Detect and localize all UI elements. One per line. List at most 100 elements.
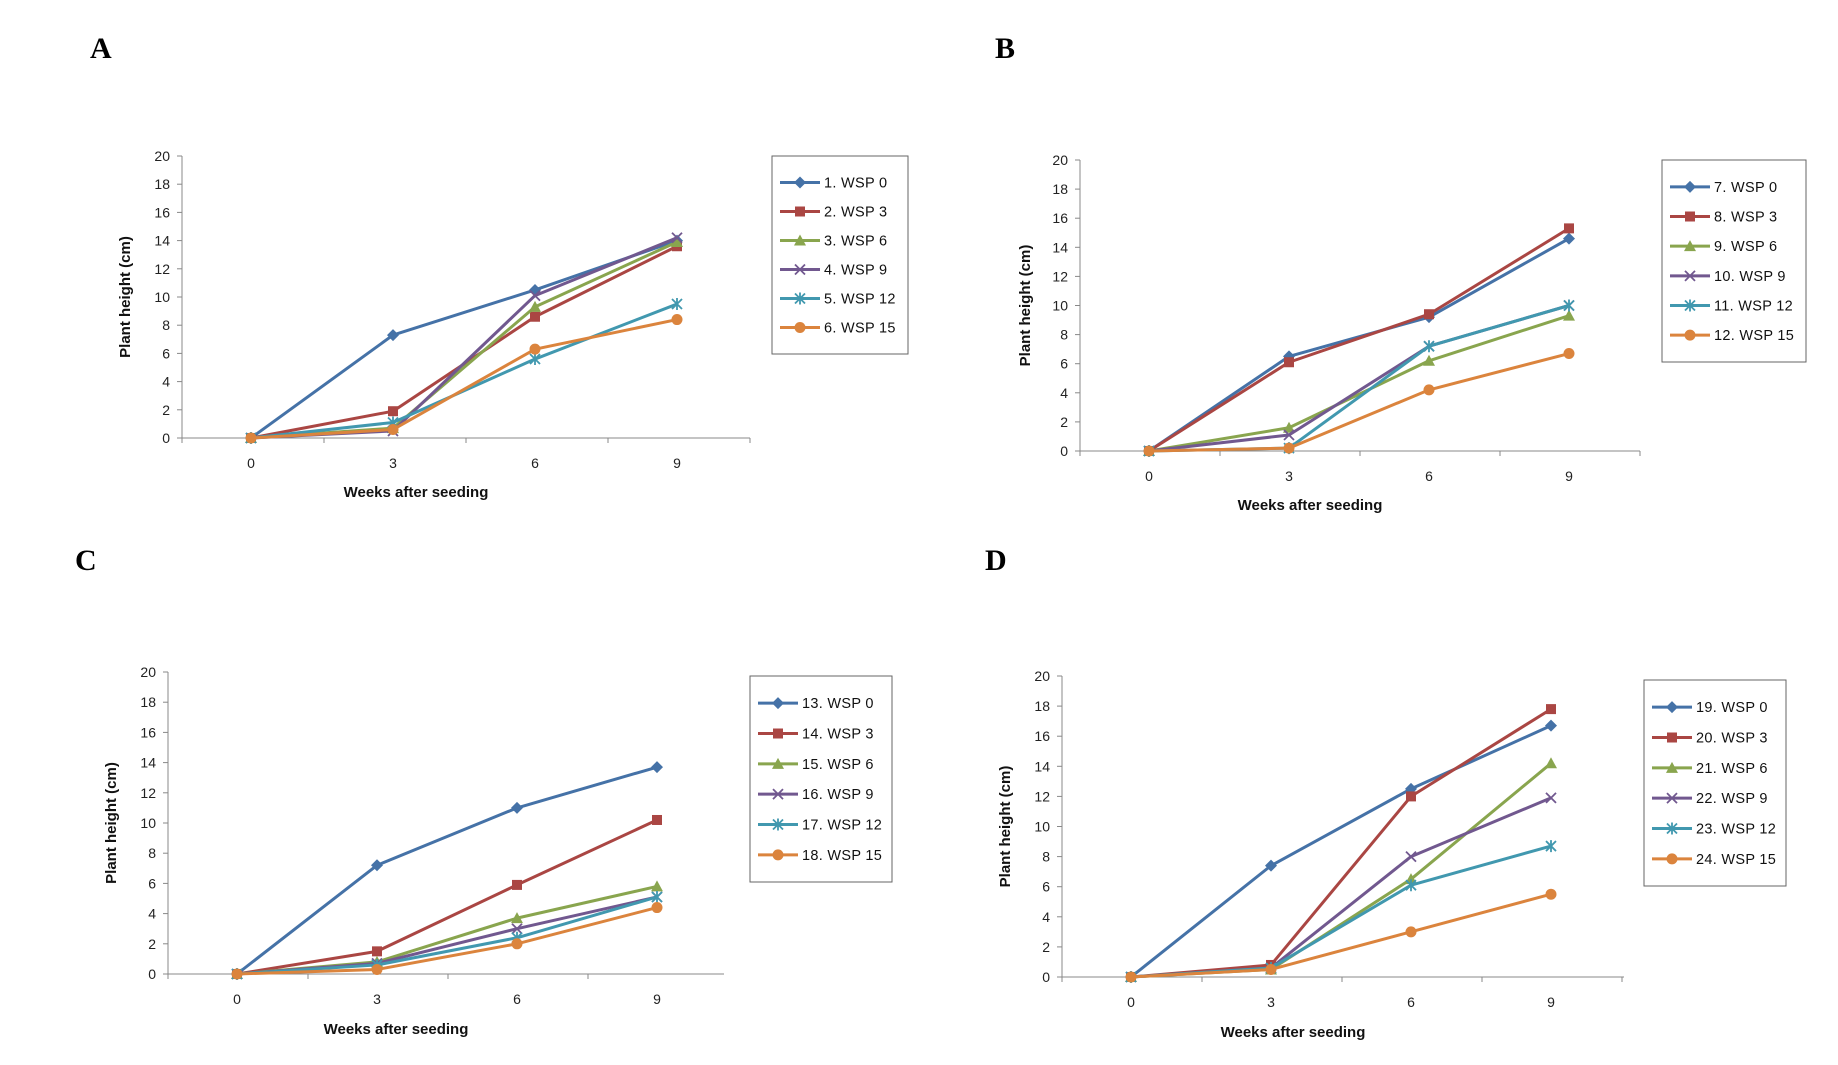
x-axis-label: Weeks after seeding bbox=[1238, 497, 1383, 514]
legend-entry: 8. WSP 3 bbox=[1714, 210, 1777, 226]
data-point bbox=[1545, 719, 1557, 732]
y-axis-label: Plant height (cm) bbox=[103, 762, 120, 884]
x-tick-label: 3 bbox=[389, 455, 397, 471]
y-tick-label: 18 bbox=[154, 176, 170, 192]
legend-swatch-marker bbox=[1685, 211, 1695, 222]
series-line bbox=[236, 765, 658, 976]
series-5 bbox=[245, 298, 683, 444]
y-tick-label: 20 bbox=[154, 148, 170, 164]
y-tick-label: 0 bbox=[162, 430, 170, 446]
data-point bbox=[1284, 357, 1294, 368]
legend-entry: 14. WSP 3 bbox=[802, 727, 874, 743]
legend-entry: 22. WSP 9 bbox=[1696, 791, 1768, 807]
data-point bbox=[1423, 340, 1435, 353]
y-tick-label: 14 bbox=[154, 233, 170, 249]
y-tick-label: 12 bbox=[154, 261, 170, 277]
series-line bbox=[1148, 314, 1570, 453]
y-tick-label: 20 bbox=[140, 664, 156, 680]
x-tick-label: 6 bbox=[513, 991, 521, 1007]
chart-panel-B: B 0 2 4 6 8 10 12 14 16 18 20 0 3 6 9 Weeks after seedin… bbox=[995, 32, 1807, 514]
series-line bbox=[1148, 304, 1570, 453]
panel-label: B bbox=[995, 32, 1015, 65]
legend-swatch-marker bbox=[794, 322, 806, 333]
legend-entry: 18. WSP 15 bbox=[802, 848, 882, 864]
data-point bbox=[1405, 926, 1417, 938]
y-tick-label: 16 bbox=[1034, 728, 1050, 744]
data-point bbox=[1563, 232, 1575, 245]
legend-swatch-marker bbox=[1684, 329, 1696, 341]
series-6 bbox=[1125, 888, 1557, 983]
legend-entry: 7. WSP 0 bbox=[1714, 180, 1777, 196]
data-point bbox=[1545, 888, 1557, 900]
y-tick-label: 4 bbox=[1042, 909, 1050, 925]
legend-swatch-marker bbox=[1684, 180, 1696, 193]
series-line bbox=[236, 818, 658, 976]
legend-entry: 15. WSP 6 bbox=[802, 757, 874, 773]
x-tick-label: 3 bbox=[373, 991, 381, 1007]
y-tick-label: 8 bbox=[148, 845, 156, 861]
data-point bbox=[651, 890, 663, 903]
x-tick-label: 3 bbox=[1267, 994, 1275, 1010]
x-tick-label: 0 bbox=[1145, 468, 1153, 484]
legend-swatch-marker bbox=[772, 818, 784, 831]
x-tick-label: 9 bbox=[1565, 468, 1573, 484]
data-point bbox=[671, 236, 683, 248]
legend-entry: 16. WSP 9 bbox=[802, 787, 874, 803]
y-tick-label: 16 bbox=[154, 204, 170, 220]
y-tick-label: 16 bbox=[1052, 210, 1068, 226]
chart-panel-C: C 0 2 4 6 8 10 12 14 16 18 20 0 3 6 9 Weeks after seedin… bbox=[75, 544, 893, 1038]
series-line bbox=[1130, 892, 1552, 979]
y-tick-label: 8 bbox=[1042, 849, 1050, 865]
y-tick-label: 20 bbox=[1052, 152, 1068, 168]
y-tick-label: 8 bbox=[162, 317, 170, 333]
legend-entry: 17. WSP 12 bbox=[802, 818, 882, 834]
data-point bbox=[1424, 309, 1434, 320]
data-point bbox=[1563, 348, 1575, 360]
data-point bbox=[530, 311, 540, 322]
series-1 bbox=[1125, 719, 1557, 983]
data-point bbox=[1563, 299, 1575, 312]
panel-label: C bbox=[75, 544, 97, 577]
data-point bbox=[1143, 445, 1155, 457]
data-point bbox=[1546, 704, 1556, 715]
legend: 1. WSP 0 2. WSP 3 3. WSP 6 4. WSP 9 5. WSP 1… bbox=[771, 155, 909, 355]
legend-box bbox=[749, 675, 893, 883]
data-point bbox=[387, 329, 399, 342]
legend-box bbox=[1643, 679, 1787, 887]
data-point bbox=[652, 814, 662, 825]
data-point bbox=[371, 859, 383, 872]
y-tick-label: 20 bbox=[1034, 668, 1050, 684]
series-line bbox=[250, 236, 678, 440]
series-line bbox=[250, 244, 678, 440]
y-tick-label: 18 bbox=[140, 694, 156, 710]
y-tick-label: 10 bbox=[154, 289, 170, 305]
data-point bbox=[511, 938, 523, 950]
data-point bbox=[512, 879, 522, 890]
x-tick-label: 6 bbox=[531, 455, 539, 471]
y-tick-label: 4 bbox=[1060, 385, 1068, 401]
series-3 bbox=[1143, 309, 1575, 456]
chart-panel-D: D 0 2 4 6 8 10 12 14 16 18 20 0 3 6 9 Weeks after seedin… bbox=[985, 544, 1787, 1041]
series-line bbox=[1148, 304, 1570, 453]
y-tick-label: 18 bbox=[1052, 181, 1068, 197]
legend-entry: 21. WSP 6 bbox=[1696, 761, 1768, 777]
data-point bbox=[671, 232, 683, 244]
legend-entry: 3. WSP 6 bbox=[824, 234, 887, 250]
data-point bbox=[1545, 792, 1557, 804]
y-tick-label: 14 bbox=[1052, 239, 1068, 255]
data-point bbox=[511, 923, 523, 935]
y-tick-label: 18 bbox=[1034, 698, 1050, 714]
data-point bbox=[529, 343, 541, 355]
legend-swatch-marker bbox=[772, 697, 784, 710]
legend-swatch-marker bbox=[1666, 792, 1678, 804]
legend-swatch-marker bbox=[795, 206, 805, 217]
legend-entry: 12. WSP 15 bbox=[1714, 328, 1794, 344]
legend-swatch-marker bbox=[794, 176, 806, 189]
data-point bbox=[1564, 223, 1574, 234]
legend-swatch-marker bbox=[773, 728, 783, 739]
legend-entry: 13. WSP 0 bbox=[802, 696, 874, 712]
data-point bbox=[1423, 354, 1435, 366]
legend-box bbox=[771, 155, 909, 355]
legend-swatch-marker bbox=[1684, 270, 1696, 282]
